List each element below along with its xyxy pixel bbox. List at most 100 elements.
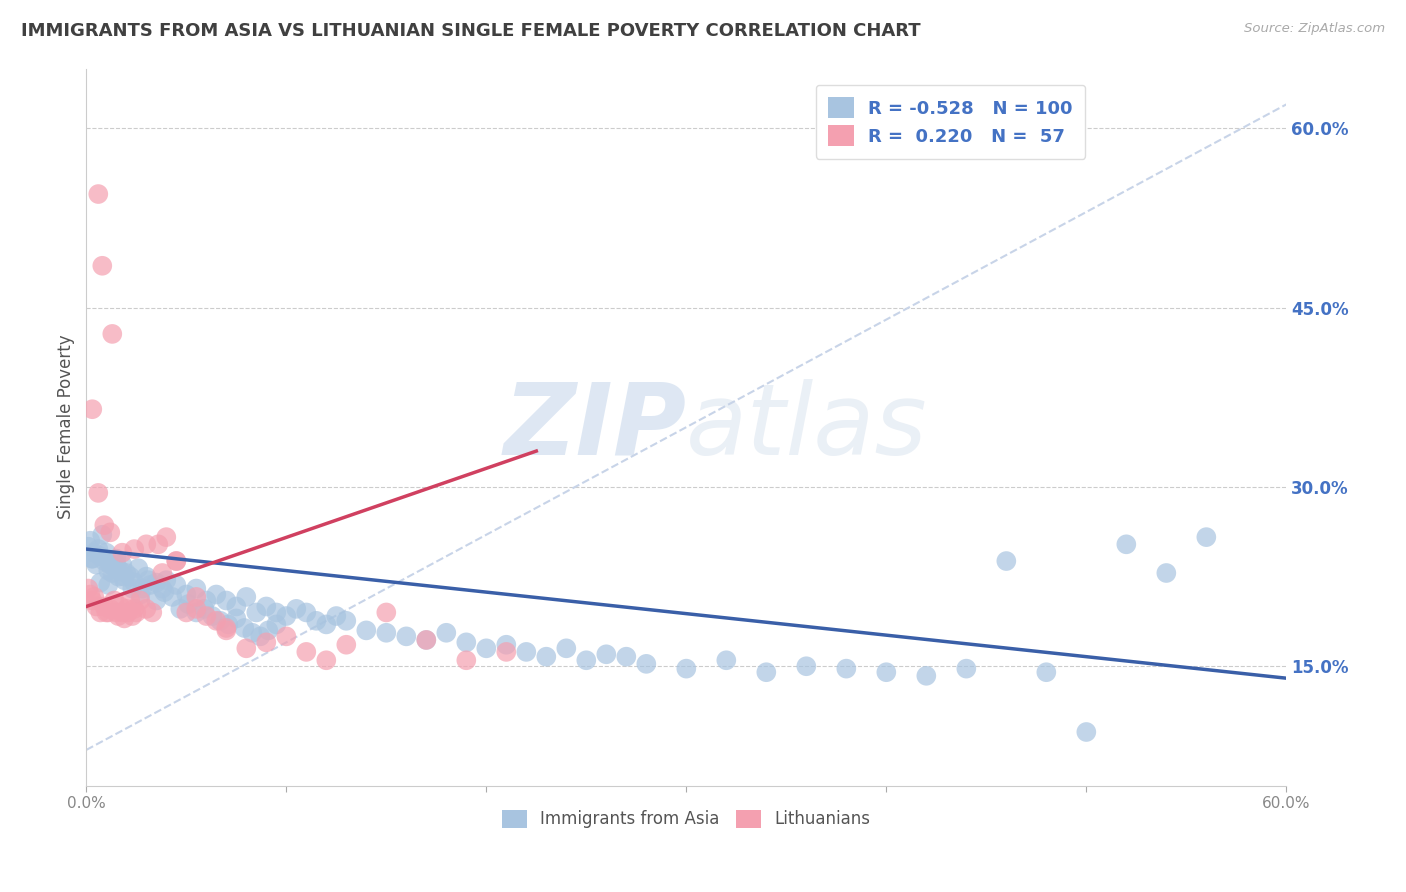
Point	[91, 527, 114, 541]
Point	[89, 606, 111, 620]
Point	[111, 546, 134, 560]
Point	[105, 558, 128, 572]
Point	[201, 609, 224, 624]
Point	[325, 609, 347, 624]
Point	[186, 590, 208, 604]
Point	[96, 546, 118, 560]
Point	[555, 641, 578, 656]
Point	[136, 573, 159, 587]
Point	[97, 606, 120, 620]
Point	[77, 582, 100, 596]
Point	[98, 558, 121, 572]
Point	[115, 566, 138, 580]
Point	[195, 593, 218, 607]
Point	[257, 624, 280, 638]
Point	[121, 609, 143, 624]
Point	[186, 602, 208, 616]
Point	[835, 662, 858, 676]
Legend: Immigrants from Asia, Lithuanians: Immigrants from Asia, Lithuanians	[495, 803, 877, 835]
Point	[87, 542, 110, 557]
Point	[254, 599, 277, 614]
Point	[315, 653, 337, 667]
Point	[103, 593, 125, 607]
Point	[83, 590, 105, 604]
Point	[135, 537, 157, 551]
Point	[475, 641, 498, 656]
Point	[97, 578, 120, 592]
Point	[217, 617, 239, 632]
Point	[169, 602, 191, 616]
Point	[193, 602, 215, 616]
Point	[794, 659, 817, 673]
Point	[235, 641, 257, 656]
Point	[174, 587, 197, 601]
Point	[186, 606, 208, 620]
Point	[215, 593, 238, 607]
Point	[155, 530, 177, 544]
Point	[434, 625, 457, 640]
Y-axis label: Single Female Poverty: Single Female Poverty	[58, 334, 75, 519]
Point	[89, 549, 111, 564]
Point	[249, 629, 271, 643]
Point	[124, 602, 146, 616]
Point	[266, 617, 288, 632]
Point	[225, 611, 247, 625]
Point	[375, 606, 398, 620]
Point	[89, 575, 111, 590]
Point	[1195, 530, 1218, 544]
Point	[356, 624, 378, 638]
Point	[127, 561, 149, 575]
Point	[82, 551, 104, 566]
Point	[162, 590, 184, 604]
Point	[120, 569, 142, 583]
Point	[135, 602, 157, 616]
Point	[98, 602, 121, 616]
Point	[105, 551, 128, 566]
Point	[636, 657, 658, 671]
Point	[87, 486, 110, 500]
Point	[165, 554, 187, 568]
Point	[225, 599, 247, 614]
Point	[77, 540, 100, 554]
Point	[415, 632, 437, 647]
Point	[124, 542, 146, 557]
Point	[240, 625, 263, 640]
Point	[150, 566, 173, 580]
Point	[536, 649, 558, 664]
Point	[101, 326, 124, 341]
Point	[1115, 537, 1137, 551]
Point	[91, 259, 114, 273]
Point	[375, 625, 398, 640]
Point	[245, 606, 267, 620]
Point	[575, 653, 598, 667]
Point	[135, 569, 157, 583]
Point	[235, 590, 257, 604]
Point	[125, 606, 148, 620]
Point	[675, 662, 697, 676]
Point	[456, 653, 478, 667]
Point	[79, 533, 101, 548]
Point	[174, 606, 197, 620]
Point	[995, 554, 1018, 568]
Point	[495, 645, 517, 659]
Point	[1035, 665, 1057, 680]
Point	[515, 645, 537, 659]
Point	[315, 617, 337, 632]
Point	[415, 632, 437, 647]
Point	[110, 564, 132, 578]
Point	[233, 621, 256, 635]
Point	[103, 561, 125, 575]
Point	[456, 635, 478, 649]
Point	[84, 599, 107, 614]
Point	[395, 629, 418, 643]
Point	[195, 609, 218, 624]
Point	[82, 551, 104, 566]
Text: IMMIGRANTS FROM ASIA VS LITHUANIAN SINGLE FEMALE POVERTY CORRELATION CHART: IMMIGRANTS FROM ASIA VS LITHUANIAN SINGL…	[21, 22, 921, 40]
Point	[165, 578, 187, 592]
Point	[186, 582, 208, 596]
Point	[101, 566, 124, 580]
Point	[215, 621, 238, 635]
Point	[112, 611, 135, 625]
Point	[110, 599, 132, 614]
Point	[120, 593, 142, 607]
